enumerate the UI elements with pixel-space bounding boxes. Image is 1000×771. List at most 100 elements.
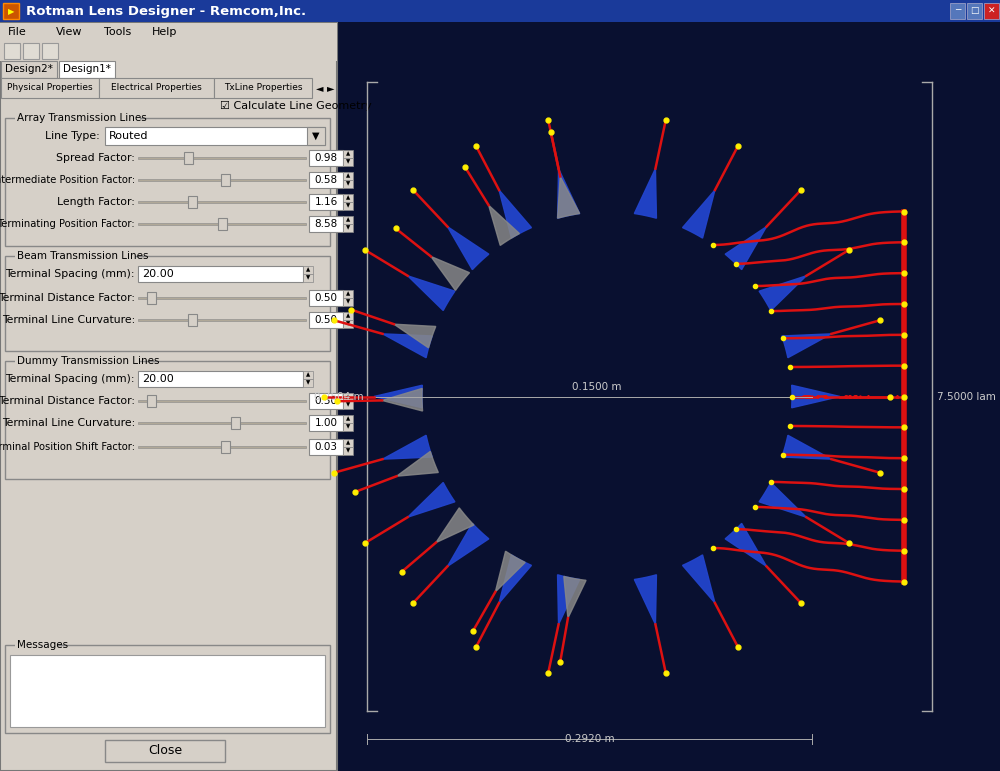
- Bar: [343, 180, 353, 188]
- Bar: [343, 298, 353, 306]
- Bar: [309, 194, 343, 210]
- Text: ▼: ▼: [346, 181, 350, 187]
- Text: 20.00: 20.00: [142, 269, 174, 279]
- Polygon shape: [558, 574, 580, 625]
- Bar: [303, 274, 313, 282]
- Polygon shape: [448, 227, 489, 270]
- Text: ✕: ✕: [988, 6, 995, 15]
- Text: ▲: ▲: [346, 291, 350, 297]
- Polygon shape: [564, 577, 586, 618]
- Text: ▲: ▲: [346, 314, 350, 318]
- Polygon shape: [782, 334, 831, 358]
- Bar: [343, 158, 353, 166]
- Text: Terminal Distance Factor:: Terminal Distance Factor:: [0, 396, 135, 406]
- Bar: [138, 201, 306, 203]
- Text: ▼: ▼: [346, 225, 350, 231]
- Bar: [0, 23, 337, 41]
- Text: ▼: ▼: [346, 299, 350, 305]
- Text: ▲: ▲: [346, 217, 350, 223]
- Text: ▼: ▼: [346, 402, 350, 408]
- Bar: [15, 114, 140, 123]
- Text: Design2*: Design2*: [5, 65, 53, 75]
- Text: Array Transmission Lines: Array Transmission Lines: [17, 113, 147, 123]
- Bar: [138, 297, 306, 299]
- Bar: [1, 78, 99, 98]
- Text: Terminating Position Factor:: Terminating Position Factor:: [0, 219, 135, 229]
- Bar: [138, 446, 306, 448]
- Text: Length Factor:: Length Factor:: [57, 197, 135, 207]
- Polygon shape: [495, 551, 525, 592]
- Polygon shape: [725, 227, 766, 270]
- Text: ▲: ▲: [346, 151, 350, 157]
- Polygon shape: [499, 190, 531, 238]
- Text: Design1*: Design1*: [63, 65, 111, 75]
- Bar: [221, 441, 230, 453]
- Bar: [214, 78, 312, 98]
- Bar: [5, 645, 330, 733]
- Bar: [984, 3, 999, 19]
- Text: ▼: ▼: [346, 322, 350, 326]
- Text: Line Type:: Line Type:: [45, 131, 100, 141]
- Bar: [309, 415, 343, 431]
- Text: ►: ►: [327, 83, 335, 93]
- Bar: [188, 196, 197, 208]
- Text: Terminal Line Curvature:: Terminal Line Curvature:: [2, 315, 135, 325]
- Text: 0.50: 0.50: [314, 315, 338, 325]
- Text: 20.00: 20.00: [142, 374, 174, 384]
- Bar: [309, 439, 343, 455]
- Bar: [5, 118, 330, 246]
- Polygon shape: [792, 386, 840, 408]
- Text: □: □: [970, 6, 979, 15]
- Bar: [343, 393, 353, 401]
- Bar: [188, 314, 197, 326]
- Text: Beam Transmission Lines: Beam Transmission Lines: [17, 251, 148, 261]
- Text: 0.50: 0.50: [314, 396, 338, 406]
- Polygon shape: [489, 205, 519, 245]
- Bar: [231, 417, 240, 429]
- Text: Help: Help: [152, 27, 177, 37]
- Polygon shape: [683, 555, 715, 603]
- Bar: [15, 641, 57, 650]
- Bar: [343, 415, 353, 423]
- Text: ▼: ▼: [346, 204, 350, 208]
- Text: ▲: ▲: [346, 196, 350, 200]
- Text: Rotman Lens Designer - Remcom,Inc.: Rotman Lens Designer - Remcom,Inc.: [26, 5, 306, 18]
- Bar: [0, 0, 1000, 22]
- Bar: [309, 172, 343, 188]
- Polygon shape: [634, 574, 656, 625]
- Text: 0.2504 m: 0.2504 m: [314, 392, 364, 402]
- Bar: [99, 78, 214, 98]
- Bar: [303, 371, 313, 379]
- Text: Spread Factor:: Spread Factor:: [56, 153, 135, 163]
- Bar: [343, 320, 353, 328]
- Text: ▲: ▲: [346, 440, 350, 446]
- Bar: [343, 216, 353, 224]
- Text: ▲: ▲: [306, 268, 310, 272]
- Bar: [59, 61, 115, 78]
- Polygon shape: [759, 276, 806, 311]
- Text: ▲: ▲: [346, 173, 350, 179]
- Bar: [105, 740, 225, 762]
- Bar: [105, 127, 325, 145]
- Bar: [3, 3, 19, 19]
- Bar: [0, 41, 337, 61]
- Polygon shape: [374, 386, 422, 408]
- Bar: [138, 319, 306, 321]
- Polygon shape: [683, 190, 715, 238]
- Text: 0.98: 0.98: [314, 153, 338, 163]
- Text: 0.03: 0.03: [314, 442, 338, 452]
- Text: ◄: ◄: [316, 83, 324, 93]
- Polygon shape: [431, 257, 470, 291]
- Bar: [15, 357, 140, 366]
- Bar: [147, 395, 156, 407]
- Polygon shape: [782, 436, 831, 460]
- Bar: [343, 439, 353, 447]
- Text: ▼: ▼: [346, 425, 350, 429]
- Bar: [343, 423, 353, 431]
- Polygon shape: [408, 483, 455, 517]
- Bar: [309, 312, 343, 328]
- Text: Routed: Routed: [109, 131, 148, 141]
- Text: ☑ Calculate Line Geometry: ☑ Calculate Line Geometry: [220, 101, 372, 111]
- Text: 0.58: 0.58: [314, 175, 338, 185]
- Text: ─: ─: [955, 6, 960, 15]
